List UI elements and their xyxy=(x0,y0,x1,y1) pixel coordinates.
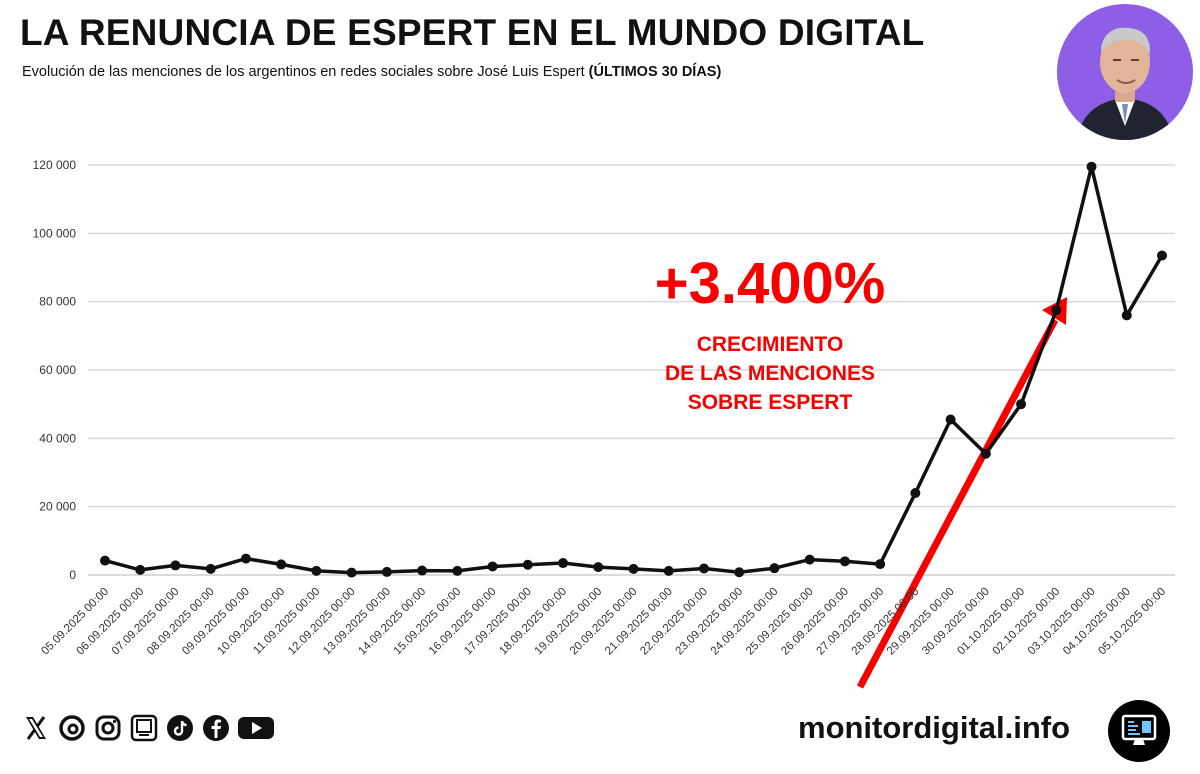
page-subtitle: Evolución de las menciones de los argent… xyxy=(22,64,721,80)
avatar xyxy=(1057,4,1193,140)
growth-caption-line-1: CRECIMIENTO xyxy=(696,333,844,356)
x-tick-label: 17.09.2025 00:00 xyxy=(462,586,534,658)
data-point xyxy=(945,414,956,425)
x-tick-label: 05.10.2025 00:00 xyxy=(1096,586,1168,658)
y-tick-label: 120 000 xyxy=(33,158,77,172)
x-tick-label: 09.09.2025 00:00 xyxy=(180,586,252,658)
data-point xyxy=(663,565,674,576)
instagram-icon[interactable] xyxy=(92,712,124,744)
site-url[interactable]: monitordigital.info xyxy=(798,710,1071,745)
x-tick-label: 06.09.2025 00:00 xyxy=(75,586,147,658)
data-point xyxy=(875,559,886,570)
person-portrait-icon xyxy=(1077,27,1173,140)
y-tick-label: 20 000 xyxy=(39,500,76,514)
page-title: LA RENUNCIA DE ESPERT EN EL MUNDO DIGITA… xyxy=(20,12,925,53)
growth-caption-line-3: SOBRE ESPERT xyxy=(687,391,853,414)
threads-icon[interactable] xyxy=(56,712,88,744)
x-tick-label: 05.09.2025 00:00 xyxy=(39,586,111,658)
data-point xyxy=(452,565,463,576)
data-point xyxy=(1086,161,1097,172)
x-tick-label: 27.09.2025 00:00 xyxy=(814,586,886,658)
social-links xyxy=(20,712,276,744)
data-point xyxy=(839,556,850,567)
x-tick-label: 13.09.2025 00:00 xyxy=(321,586,393,658)
data-point xyxy=(135,564,146,575)
data-point xyxy=(1157,250,1167,261)
x-tick-label: 02.10.2025 00:00 xyxy=(991,586,1063,658)
data-point xyxy=(205,563,216,574)
data-point xyxy=(980,448,991,459)
y-tick-label: 80 000 xyxy=(39,295,76,309)
data-point xyxy=(522,559,533,570)
x-tick-label: 10.09.2025 00:00 xyxy=(215,586,287,658)
kick-icon[interactable] xyxy=(128,712,160,744)
tiktok-icon[interactable] xyxy=(164,712,196,744)
data-point xyxy=(240,553,251,564)
youtube-icon[interactable] xyxy=(236,712,276,744)
y-tick-label: 40 000 xyxy=(39,431,76,445)
growth-percentage: +3.400% xyxy=(654,251,886,316)
x-tick-label: 12.09.2025 00:00 xyxy=(286,586,358,658)
data-point xyxy=(1051,305,1062,316)
growth-caption-line-2: DE LAS MENCIONES xyxy=(664,362,876,385)
x-tick-label: 22.09.2025 00:00 xyxy=(638,586,710,658)
data-point xyxy=(734,567,745,578)
y-tick-label: 0 xyxy=(69,568,76,582)
x-tick-label: 11.09.2025 00:00 xyxy=(251,586,322,657)
x-tick-label: 16.09.2025 00:00 xyxy=(427,586,499,658)
data-point xyxy=(346,567,357,578)
x-tick-label: 25.09.2025 00:00 xyxy=(744,586,816,658)
x-tick-label: 20.09.2025 00:00 xyxy=(568,586,640,658)
x-tick-label: 04.10.2025 00:00 xyxy=(1061,586,1133,658)
x-tick-label: 23.09.2025 00:00 xyxy=(674,586,746,658)
monitor-logo-icon xyxy=(1108,700,1170,762)
x-tick-label: 18.09.2025 00:00 xyxy=(497,586,569,658)
data-point xyxy=(558,558,569,569)
data-point xyxy=(1121,310,1132,321)
data-point xyxy=(628,563,639,574)
data-point xyxy=(381,566,392,577)
x-icon[interactable] xyxy=(20,712,52,744)
subtitle-text: Evolución de las menciones de los argent… xyxy=(22,64,585,80)
x-tick-label: 21.09.2025 00:00 xyxy=(603,586,675,658)
data-point xyxy=(487,561,498,572)
x-tick-label: 15.09.2025 00:00 xyxy=(392,586,464,658)
x-tick-label: 08.09.2025 00:00 xyxy=(145,586,217,658)
data-point xyxy=(910,488,921,498)
data-point xyxy=(100,555,110,566)
x-tick-label: 03.10.2025 00:00 xyxy=(1026,586,1098,658)
data-point xyxy=(276,559,287,570)
x-tick-label: 24.09.2025 00:00 xyxy=(709,586,781,658)
data-point xyxy=(769,563,780,574)
facebook-icon[interactable] xyxy=(200,712,232,744)
subtitle-period: (ÚLTIMOS 30 DÍAS) xyxy=(588,64,722,80)
data-point xyxy=(698,563,709,574)
x-tick-label: 01.10.2025 00:00 xyxy=(955,586,1027,658)
data-point xyxy=(1016,399,1027,410)
y-tick-label: 60 000 xyxy=(39,363,76,377)
x-tick-label: 30.09.2025 00:00 xyxy=(920,586,992,658)
x-tick-label: 26.09.2025 00:00 xyxy=(779,586,851,658)
data-point xyxy=(417,565,428,576)
data-point xyxy=(170,560,181,571)
data-point xyxy=(311,565,322,576)
data-point xyxy=(804,554,815,565)
x-tick-label: 07.09.2025 00:00 xyxy=(110,586,182,658)
x-tick-label: 14.09.2025 00:00 xyxy=(356,586,428,658)
x-tick-label: 19.09.2025 00:00 xyxy=(533,586,605,658)
data-point xyxy=(593,562,604,573)
x-tick-label: 28.09.2025 00:00 xyxy=(850,586,922,658)
y-tick-label: 100 000 xyxy=(33,226,77,240)
trend-arrow xyxy=(856,318,1059,689)
growth-caption: CRECIMIENTO DE LAS MENCIONES SOBRE ESPER… xyxy=(600,330,940,417)
